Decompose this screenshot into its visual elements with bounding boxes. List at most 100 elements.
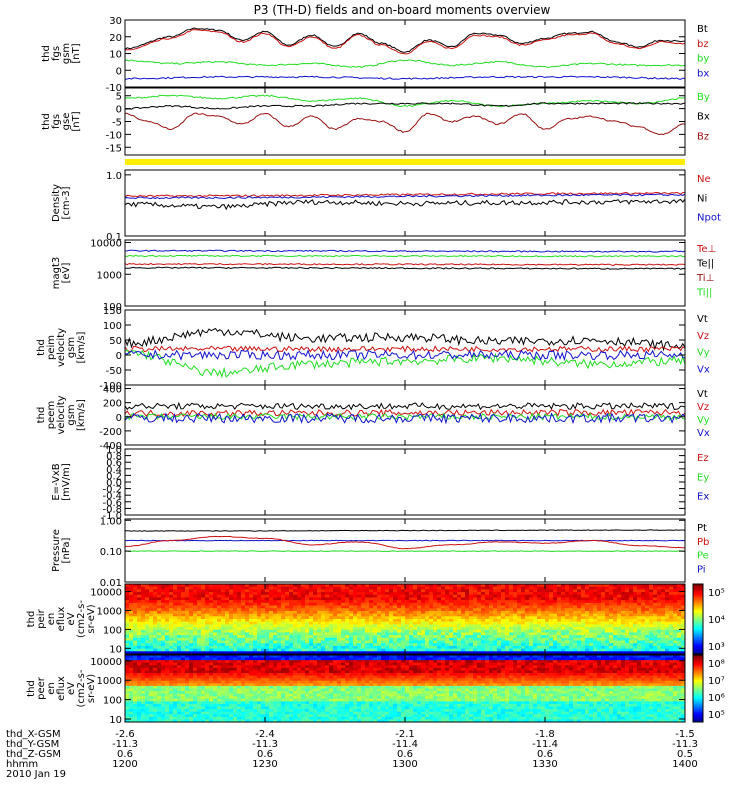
heatmap-cell bbox=[553, 608, 558, 612]
heatmap-cell bbox=[285, 594, 290, 598]
heatmap-cell bbox=[529, 610, 534, 615]
heatmap-cell bbox=[153, 589, 158, 593]
heatmap-cell bbox=[281, 660, 286, 664]
heatmap-cell bbox=[373, 670, 378, 674]
heatmap-cell bbox=[621, 648, 626, 652]
heatmap-cell bbox=[517, 655, 522, 658]
heatmap-cell bbox=[469, 592, 474, 596]
heatmap-cell bbox=[673, 662, 678, 666]
heatmap-cell bbox=[469, 643, 474, 647]
heatmap-cell bbox=[201, 600, 206, 604]
heatmap-cell bbox=[237, 670, 242, 674]
heatmap-cell bbox=[201, 594, 206, 598]
heatmap-cell bbox=[409, 655, 414, 658]
heatmap-cell bbox=[129, 637, 134, 641]
heatmap-cell bbox=[513, 602, 518, 606]
series-peem_velocity-3 bbox=[125, 412, 685, 425]
heatmap-cell bbox=[513, 619, 518, 623]
heatmap-cell bbox=[297, 657, 302, 661]
ytick-label: -0.8 bbox=[102, 504, 122, 515]
heatmap-cell bbox=[565, 592, 570, 596]
heatmap-cell bbox=[509, 629, 514, 633]
heatmap-cell bbox=[633, 594, 638, 598]
heatmap-cell bbox=[549, 655, 554, 658]
heatmap-cell bbox=[617, 592, 622, 596]
heatmap-cell bbox=[249, 655, 254, 658]
heatmap-cell bbox=[345, 584, 350, 588]
heatmap-cell bbox=[313, 589, 318, 593]
heatmap-cell bbox=[229, 594, 234, 598]
heatmap-cell bbox=[401, 621, 406, 625]
heatmap-cell bbox=[253, 610, 258, 615]
heatmap-cell bbox=[337, 597, 342, 601]
heatmap-cell bbox=[293, 629, 298, 633]
heatmap-cell bbox=[373, 657, 378, 661]
heatmap-cell bbox=[441, 660, 446, 664]
heatmap-cell bbox=[433, 619, 438, 623]
heatmap-cell bbox=[389, 608, 394, 612]
heatmap-cell bbox=[313, 584, 318, 588]
heatmap-cell bbox=[577, 645, 582, 650]
heatmap-cell bbox=[293, 589, 298, 593]
heatmap-cell bbox=[349, 597, 354, 601]
heatmap-cell bbox=[501, 662, 506, 666]
heatmap-cell bbox=[673, 592, 678, 596]
heatmap-cell bbox=[485, 640, 490, 644]
heatmap-cell bbox=[341, 632, 346, 636]
heatmap-cell bbox=[161, 594, 166, 598]
heatmap-cell bbox=[389, 640, 394, 644]
heatmap-cell bbox=[417, 657, 422, 661]
heatmap-cell bbox=[585, 637, 590, 641]
heatmap-cell bbox=[225, 610, 230, 615]
heatmap-cell bbox=[609, 589, 614, 593]
heatmap-cell bbox=[169, 589, 174, 593]
heatmap-cell bbox=[353, 589, 358, 593]
heatmap-cell bbox=[573, 592, 578, 596]
heatmap-cell bbox=[393, 640, 398, 644]
heatmap-cell bbox=[617, 594, 622, 598]
heatmap-cell bbox=[417, 624, 422, 628]
heatmap-cell bbox=[365, 635, 370, 639]
heatmap-cell bbox=[273, 665, 278, 669]
heatmap-cell bbox=[493, 655, 498, 658]
heatmap-cell bbox=[249, 610, 254, 615]
heatmap-cell bbox=[493, 660, 498, 664]
heatmap-cell bbox=[501, 586, 506, 590]
heatmap-cell bbox=[461, 613, 466, 617]
legend-entry: Bx bbox=[697, 112, 710, 123]
heatmap-cell bbox=[241, 627, 246, 631]
heatmap-cell bbox=[673, 643, 678, 647]
heatmap-cell bbox=[597, 605, 602, 609]
heatmap-cell bbox=[489, 637, 494, 641]
heatmap-cell bbox=[285, 592, 290, 596]
heatmap-cell bbox=[677, 592, 682, 596]
heatmap-cell bbox=[637, 635, 642, 639]
heatmap-cell bbox=[325, 616, 330, 620]
heatmap-cell bbox=[225, 645, 230, 650]
heatmap-cell bbox=[393, 629, 398, 633]
heatmap-cell bbox=[469, 600, 474, 604]
heatmap-cell bbox=[621, 619, 626, 623]
heatmap-cell bbox=[305, 605, 310, 609]
heatmap-cell bbox=[457, 592, 462, 596]
heatmap-cell bbox=[585, 602, 590, 606]
heatmap-cell bbox=[497, 640, 502, 644]
heatmap-cell bbox=[225, 632, 230, 636]
heatmap-cell bbox=[325, 645, 330, 650]
heatmap-cell bbox=[165, 621, 170, 625]
heatmap-cell bbox=[445, 627, 450, 631]
heatmap-cell bbox=[353, 594, 358, 598]
heatmap-cell bbox=[313, 627, 318, 631]
heatmap-cell bbox=[257, 635, 262, 639]
heatmap-cell bbox=[453, 629, 458, 633]
heatmap-cell bbox=[353, 643, 358, 647]
heatmap-cell bbox=[321, 665, 326, 669]
heatmap-cell bbox=[545, 651, 550, 655]
heatmap-cell bbox=[365, 605, 370, 609]
heatmap-cell bbox=[573, 643, 578, 647]
heatmap-cell bbox=[357, 592, 362, 596]
heatmap-cell bbox=[193, 635, 198, 639]
heatmap-cell bbox=[365, 643, 370, 647]
heatmap-cell bbox=[453, 624, 458, 628]
heatmap-cell bbox=[189, 648, 194, 652]
